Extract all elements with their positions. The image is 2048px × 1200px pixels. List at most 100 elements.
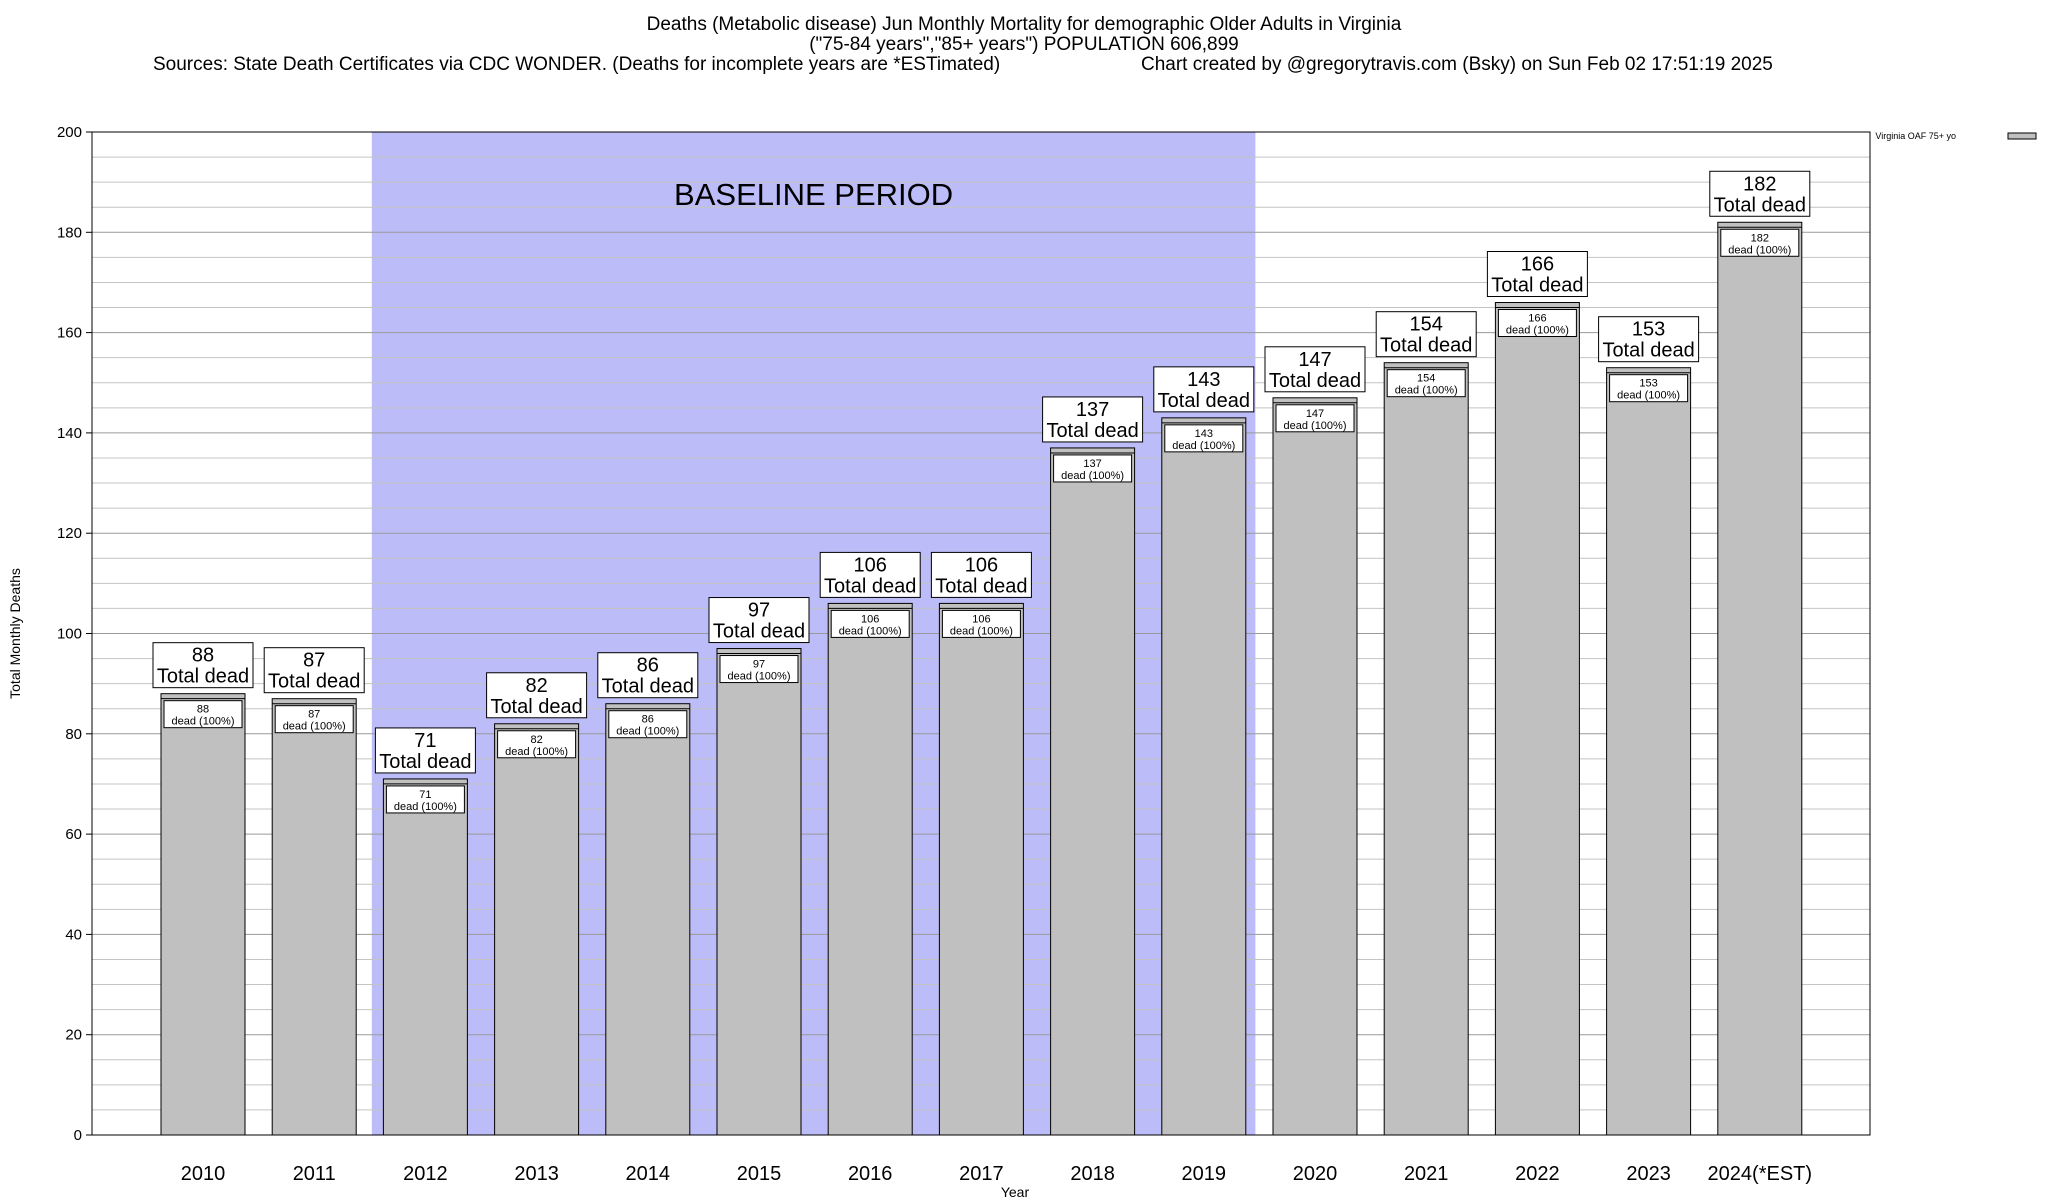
chart-source-note: Sources: State Death Certificates via CD… <box>153 54 1001 75</box>
y-tick-label: 100 <box>57 626 82 643</box>
top-value-label: 182 <box>1743 173 1776 195</box>
inner-label-box <box>1053 454 1133 483</box>
inner-label-box <box>1164 424 1244 453</box>
top-total-label: Total dead <box>268 671 360 693</box>
bar <box>605 703 691 1136</box>
top-value-label: 147 <box>1298 349 1331 371</box>
x-tick-label: 2011 <box>293 1163 336 1185</box>
inner-value-label: 86 <box>642 714 654 726</box>
inner-percent-label: dead (100%) <box>1284 420 1347 432</box>
inner-label-box <box>1720 228 1800 257</box>
top-value-label: 82 <box>525 675 547 697</box>
inner-value-label: 106 <box>972 613 990 625</box>
inner-label-box <box>1497 309 1577 338</box>
x-tick-label: 2012 <box>403 1163 448 1185</box>
top-value-label: 88 <box>192 645 214 667</box>
inner-percent-label: dead (100%) <box>1728 244 1791 256</box>
top-label-box <box>819 551 921 598</box>
top-label-box <box>263 647 365 694</box>
inner-label-box <box>497 730 577 759</box>
chart-title: Deaths (Metabolic disease) Jun Monthly M… <box>646 14 1402 35</box>
top-total-label: Total dead <box>1491 275 1583 297</box>
inner-value-label: 97 <box>753 659 765 671</box>
bar <box>827 602 913 1136</box>
top-total-label: Total dead <box>824 575 916 597</box>
y-tick-label: 40 <box>65 926 82 943</box>
bar <box>1161 417 1247 1136</box>
bar <box>1717 221 1803 1136</box>
x-tick-label: 2017 <box>959 1163 1004 1185</box>
inner-percent-label: dead (100%) <box>1061 470 1124 482</box>
y-axis-label: Total Monthly Deaths <box>7 568 23 699</box>
inner-value-label: 106 <box>861 613 879 625</box>
top-value-label: 153 <box>1632 319 1665 341</box>
top-value-label: 166 <box>1521 254 1554 276</box>
x-axis-label: Year <box>1001 1184 1030 1200</box>
x-tick-label: 2013 <box>514 1163 559 1185</box>
top-value-label: 137 <box>1076 399 1109 421</box>
bar <box>160 693 246 1136</box>
inner-percent-label: dead (100%) <box>1172 440 1235 452</box>
y-tick-label: 140 <box>57 425 82 442</box>
inner-label-box <box>274 705 354 734</box>
inner-percent-label: dead (100%) <box>950 625 1013 637</box>
bar <box>1494 302 1580 1136</box>
inner-label-box <box>385 785 465 814</box>
baseline-period-label: BASELINE PERIOD <box>674 177 953 212</box>
y-tick-label: 20 <box>65 1027 82 1044</box>
top-value-label: 143 <box>1187 369 1220 391</box>
inner-label-box <box>1275 404 1355 433</box>
top-value-label: 106 <box>854 554 887 576</box>
top-label-box <box>1042 396 1144 443</box>
y-tick-label: 0 <box>74 1127 82 1144</box>
inner-value-label: 71 <box>419 789 431 801</box>
top-total-label: Total dead <box>379 751 471 773</box>
top-label-box <box>708 597 810 644</box>
top-value-label: 154 <box>1410 314 1443 336</box>
inner-label-box <box>719 655 799 684</box>
top-label-box <box>1709 170 1811 217</box>
inner-label-box <box>1386 369 1466 398</box>
x-tick-label: 2018 <box>1070 1163 1115 1185</box>
top-label-box <box>374 727 476 774</box>
inner-value-label: 166 <box>1528 313 1546 325</box>
inner-percent-label: dead (100%) <box>728 671 791 683</box>
inner-value-label: 143 <box>1195 428 1213 440</box>
top-total-label: Total dead <box>490 696 582 718</box>
top-total-label: Total dead <box>1269 370 1361 392</box>
top-value-label: 87 <box>303 650 325 672</box>
bar <box>1606 367 1692 1136</box>
top-label-box <box>1375 311 1477 358</box>
inner-percent-label: dead (100%) <box>616 726 679 738</box>
x-tick-label: 2010 <box>181 1163 226 1185</box>
x-tick-label: 2016 <box>848 1163 893 1185</box>
inner-label-box <box>830 609 910 638</box>
top-value-label: 97 <box>748 600 770 622</box>
chart-credit-note: Chart created by @gregorytravis.com (Bsk… <box>1141 54 1773 75</box>
bar <box>1383 362 1469 1136</box>
top-total-label: Total dead <box>157 666 249 688</box>
inner-label-box <box>941 609 1021 638</box>
inner-label-box <box>163 700 243 729</box>
top-total-label: Total dead <box>1380 335 1472 357</box>
inner-percent-label: dead (100%) <box>1506 325 1569 337</box>
inner-value-label: 137 <box>1083 458 1101 470</box>
y-tick-label: 180 <box>57 224 82 241</box>
top-total-label: Total dead <box>1602 340 1694 362</box>
y-tick-label: 160 <box>57 325 82 342</box>
bar <box>494 723 580 1136</box>
top-total-label: Total dead <box>602 676 694 698</box>
inner-percent-label: dead (100%) <box>1395 385 1458 397</box>
x-tick-label: 2022 <box>1515 1163 1560 1185</box>
inner-value-label: 88 <box>197 704 209 716</box>
inner-value-label: 182 <box>1751 232 1769 244</box>
inner-value-label: 87 <box>308 709 320 721</box>
chart-subtitle: ("75-84 years","85+ years") POPULATION 6… <box>809 34 1239 55</box>
inner-percent-label: dead (100%) <box>505 746 568 758</box>
bar <box>716 648 802 1136</box>
inner-value-label: 153 <box>1639 378 1657 390</box>
inner-percent-label: dead (100%) <box>839 625 902 637</box>
legend-label: Virginia OAF 75+ yo <box>1875 131 1956 141</box>
top-total-label: Total dead <box>1046 420 1138 442</box>
